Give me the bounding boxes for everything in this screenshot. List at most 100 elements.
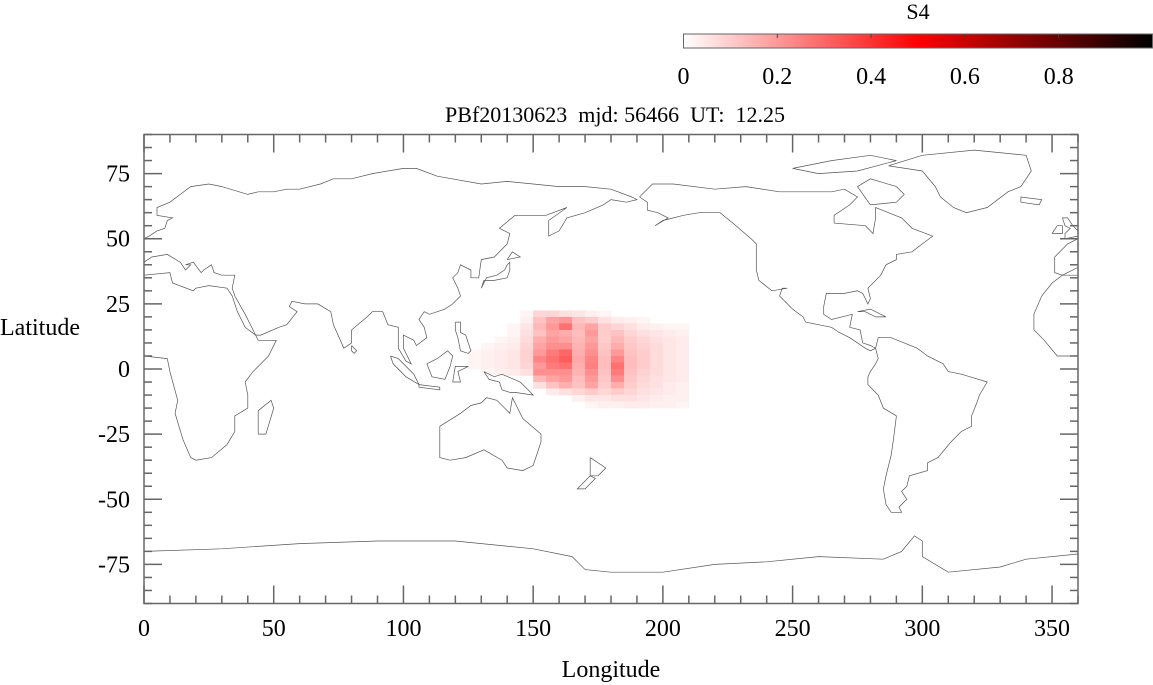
colorbar-tick-label: 0 [678, 64, 690, 90]
coastline [452, 366, 469, 383]
heatmap-cell [585, 375, 599, 383]
heatmap-cell [546, 369, 560, 376]
heatmap-cell [520, 329, 534, 337]
heatmap-cell [533, 375, 547, 383]
heatmap-cell [468, 349, 482, 357]
heatmap-cell [559, 382, 573, 389]
heatmap-cell [507, 342, 521, 350]
heatmap-cell [585, 336, 599, 344]
heatmap-cell [636, 316, 651, 324]
coastline [506, 251, 522, 260]
heatmap-cell [623, 395, 638, 402]
heatmap-cell [546, 323, 560, 331]
heatmap-cell [559, 342, 573, 350]
heatmap-cell [611, 382, 625, 389]
heatmap-cell [611, 395, 625, 402]
heatmap-cell [494, 362, 508, 370]
heatmap-cell [662, 382, 677, 389]
heatmap-cell [662, 323, 677, 331]
colorbar-tick-label: 0.2 [762, 64, 792, 90]
coastline [144, 168, 638, 365]
heatmap-cell [494, 369, 508, 376]
heatmap-cell [546, 388, 560, 396]
heatmap-cell [533, 355, 547, 363]
heatmap-cell [611, 329, 625, 337]
coastline [480, 261, 511, 289]
heatmap-cell [585, 323, 599, 331]
heatmap-cell [468, 362, 482, 370]
heatmap-cell [662, 342, 677, 350]
heatmap-cell [675, 401, 690, 409]
heatmap-cell [598, 395, 612, 402]
x-tick-label: 300 [904, 616, 940, 642]
y-tick-label: 75 [106, 162, 130, 188]
heatmap-cell [649, 369, 664, 376]
heatmap-cell [675, 349, 690, 357]
heatmap-cell [662, 355, 677, 363]
heatmap-cell [572, 329, 586, 337]
heatmap-cell [533, 310, 547, 318]
heatmap-cell [675, 382, 690, 389]
heatmap-cell [623, 342, 638, 350]
heatmap-cell [520, 349, 534, 357]
heatmap-cell [520, 355, 534, 363]
heatmap-cell [636, 375, 651, 383]
heatmap-cell [675, 329, 690, 337]
y-tick-label: 0 [118, 357, 130, 383]
heatmap-cell [623, 355, 638, 363]
colorbar-label: S4 [906, 0, 929, 24]
x-tick-labels: 0 50 100 150 200 250 300 350 [138, 616, 1070, 642]
heatmap-cell [649, 362, 664, 370]
coastline [439, 396, 542, 471]
heatmap-cell [675, 369, 690, 376]
heatmap-cell [507, 355, 521, 363]
heatmap-cell [572, 310, 586, 318]
heatmap-cell [494, 336, 508, 344]
x-tick-label: 100 [385, 616, 421, 642]
heatmap-cell [636, 369, 651, 376]
heatmap-cell [520, 362, 534, 370]
y-tick-label: -50 [98, 487, 130, 513]
axis-ticks [143, 133, 1079, 605]
heatmap-cell [533, 329, 547, 337]
heatmap-cell [585, 355, 599, 363]
heatmap-cell [636, 342, 651, 350]
x-axis-label: Longitude [562, 657, 661, 683]
heatmap-cell [649, 336, 664, 344]
heatmap-cell [636, 329, 651, 337]
heatmap-cell [546, 355, 560, 363]
heatmap-cell [611, 388, 625, 396]
heatmap-cell [611, 323, 625, 331]
heatmap-cell [533, 369, 547, 376]
heatmap-cell [585, 316, 599, 324]
y-tick-label: 50 [106, 227, 130, 253]
heatmap-cell [585, 369, 599, 376]
heatmap-cell [598, 362, 612, 370]
colorbar-tick-label: 0.8 [1044, 64, 1074, 90]
x-tick-label: 150 [515, 616, 551, 642]
heatmap-cell [598, 388, 612, 396]
heatmap-cell [675, 342, 690, 350]
y-tick-labels: 75 50 25 0 -25 -50 -75 [98, 162, 130, 579]
heatmap-cell [636, 401, 651, 409]
coastline [856, 178, 905, 206]
heatmap-cell [611, 316, 625, 324]
coastline [1061, 217, 1078, 240]
colorbar [683, 33, 1153, 49]
heatmap-cell [507, 336, 521, 344]
heatmap-cell [623, 369, 638, 376]
heatmap-cell [533, 316, 547, 324]
x-tick-label: 0 [138, 616, 150, 642]
heatmap-cell [598, 336, 612, 344]
heatmap-cell [481, 369, 495, 376]
coastline [857, 308, 887, 318]
heatmap-cell [649, 329, 664, 337]
coastline [639, 183, 934, 352]
heatmap-cell [598, 316, 612, 324]
heatmap-cell [598, 401, 612, 409]
heatmap-cell [636, 355, 651, 363]
coastline [1020, 196, 1043, 206]
heatmap-cell [572, 395, 586, 402]
heatmap-cell [585, 349, 599, 357]
heatmap-cell [675, 362, 690, 370]
